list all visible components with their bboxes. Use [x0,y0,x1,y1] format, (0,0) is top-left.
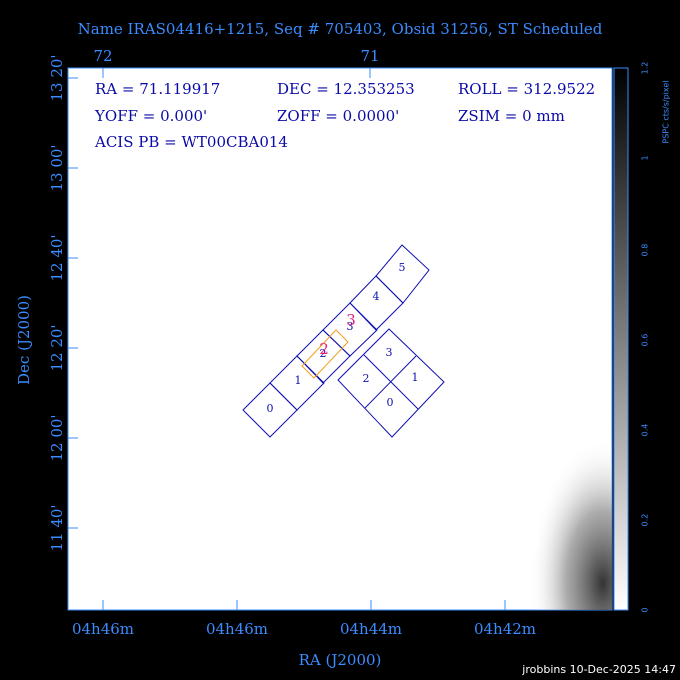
acis-i-array [337,328,445,438]
left-tick-label: 12 00' [48,414,66,461]
xray-source [520,430,612,610]
colorbar-tick: 1.2 [641,62,650,75]
colorbar-tick: 0.4 [641,424,650,437]
colorbar-tick: 0 [641,607,650,612]
chip-label: 3 [386,346,393,359]
chip-label: 0 [387,396,394,409]
left-tick-label: 12 40' [48,234,66,281]
aimpoint-box [301,329,349,379]
info-text: DEC = 12.353253 [277,80,415,98]
colorbar-label: PSPC cts/s/pixel [662,80,671,143]
bottom-tick-label: 04h42m [474,620,536,638]
chip-label: 2 [363,372,370,385]
info-text: ZOFF = 0.0000' [277,107,399,125]
highlight-label: 2 [319,340,329,358]
title: Name IRAS04416+1215, Seq # 705403, Obsid… [78,20,603,38]
colorbar-tick: 0.8 [641,244,650,257]
x-axis-title: RA (J2000) [299,651,382,669]
left-tick-label: 13 20' [48,54,66,101]
chip-label: 5 [399,261,406,274]
highlight-label: 3 [346,311,356,329]
chip-label: 4 [373,290,380,303]
chip-label: 1 [412,371,419,384]
colorbar [613,67,629,611]
footer: jrobbins 10-Dec-2025 14:47 [521,663,676,676]
left-tick-label: 12 20' [48,324,66,371]
chip-label: 0 [267,402,274,415]
info-text: ROLL = 312.9522 [458,80,595,98]
colorbar-tick: 1 [641,155,650,160]
y-axis-title: Dec (J2000) [15,295,33,385]
chip-label: 3 [347,320,354,333]
bottom-tick-label: 04h46m [72,620,134,638]
colorbar-tick: 0.2 [641,514,650,527]
chip-label: 1 [295,374,302,387]
frame-ticks [68,68,506,610]
bottom-tick-label: 04h44m [340,620,402,638]
info-text: RA = 71.119917 [95,80,220,98]
top-tick-label: 71 [360,47,379,65]
chip-label: 2 [320,347,327,360]
bottom-tick-label: 04h46m [206,620,268,638]
colorbar-tick: 0.6 [641,334,650,347]
info-text: ACIS PB = WT00CBA014 [94,133,288,151]
top-tick-label: 72 [93,47,112,65]
left-tick-label: 13 00' [48,144,66,191]
left-tick-label: 11 40' [48,504,66,551]
info-text: YOFF = 0.000' [94,107,207,125]
acis-s-array [242,244,430,438]
info-text: ZSIM = 0 mm [458,107,565,125]
